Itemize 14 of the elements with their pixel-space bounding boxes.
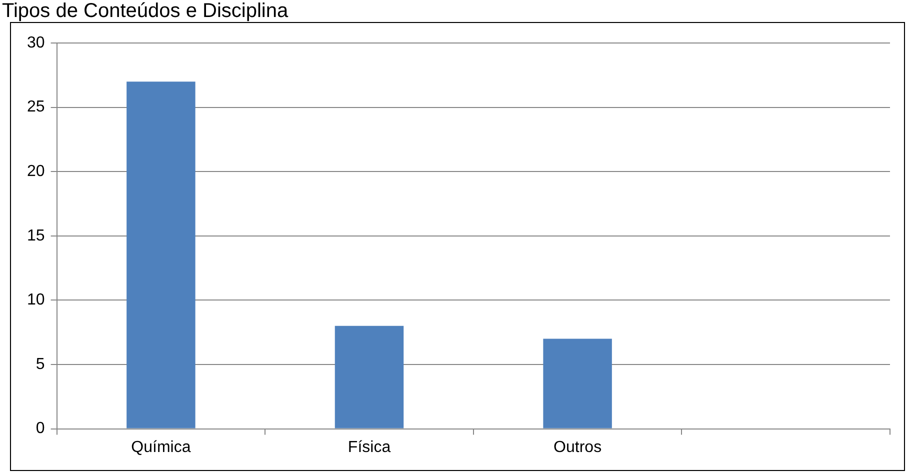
y-tick-label: 10 [27,292,45,309]
y-tick-label: 30 [27,34,45,52]
y-tick-label: 15 [27,227,45,244]
bar [543,338,612,428]
x-tick-label: Outros [554,438,602,456]
bar [126,82,196,428]
x-tick-label: Química [131,438,191,456]
chart-title: Tipos de Conteúdos e Disciplina [2,0,288,22]
y-tick-label: 20 [27,163,45,180]
x-tick-label: Física [348,438,391,456]
bar [334,326,404,428]
y-tick-label: 5 [36,356,45,373]
y-tick-label: 0 [36,420,45,438]
y-tick-label: 25 [27,98,45,116]
